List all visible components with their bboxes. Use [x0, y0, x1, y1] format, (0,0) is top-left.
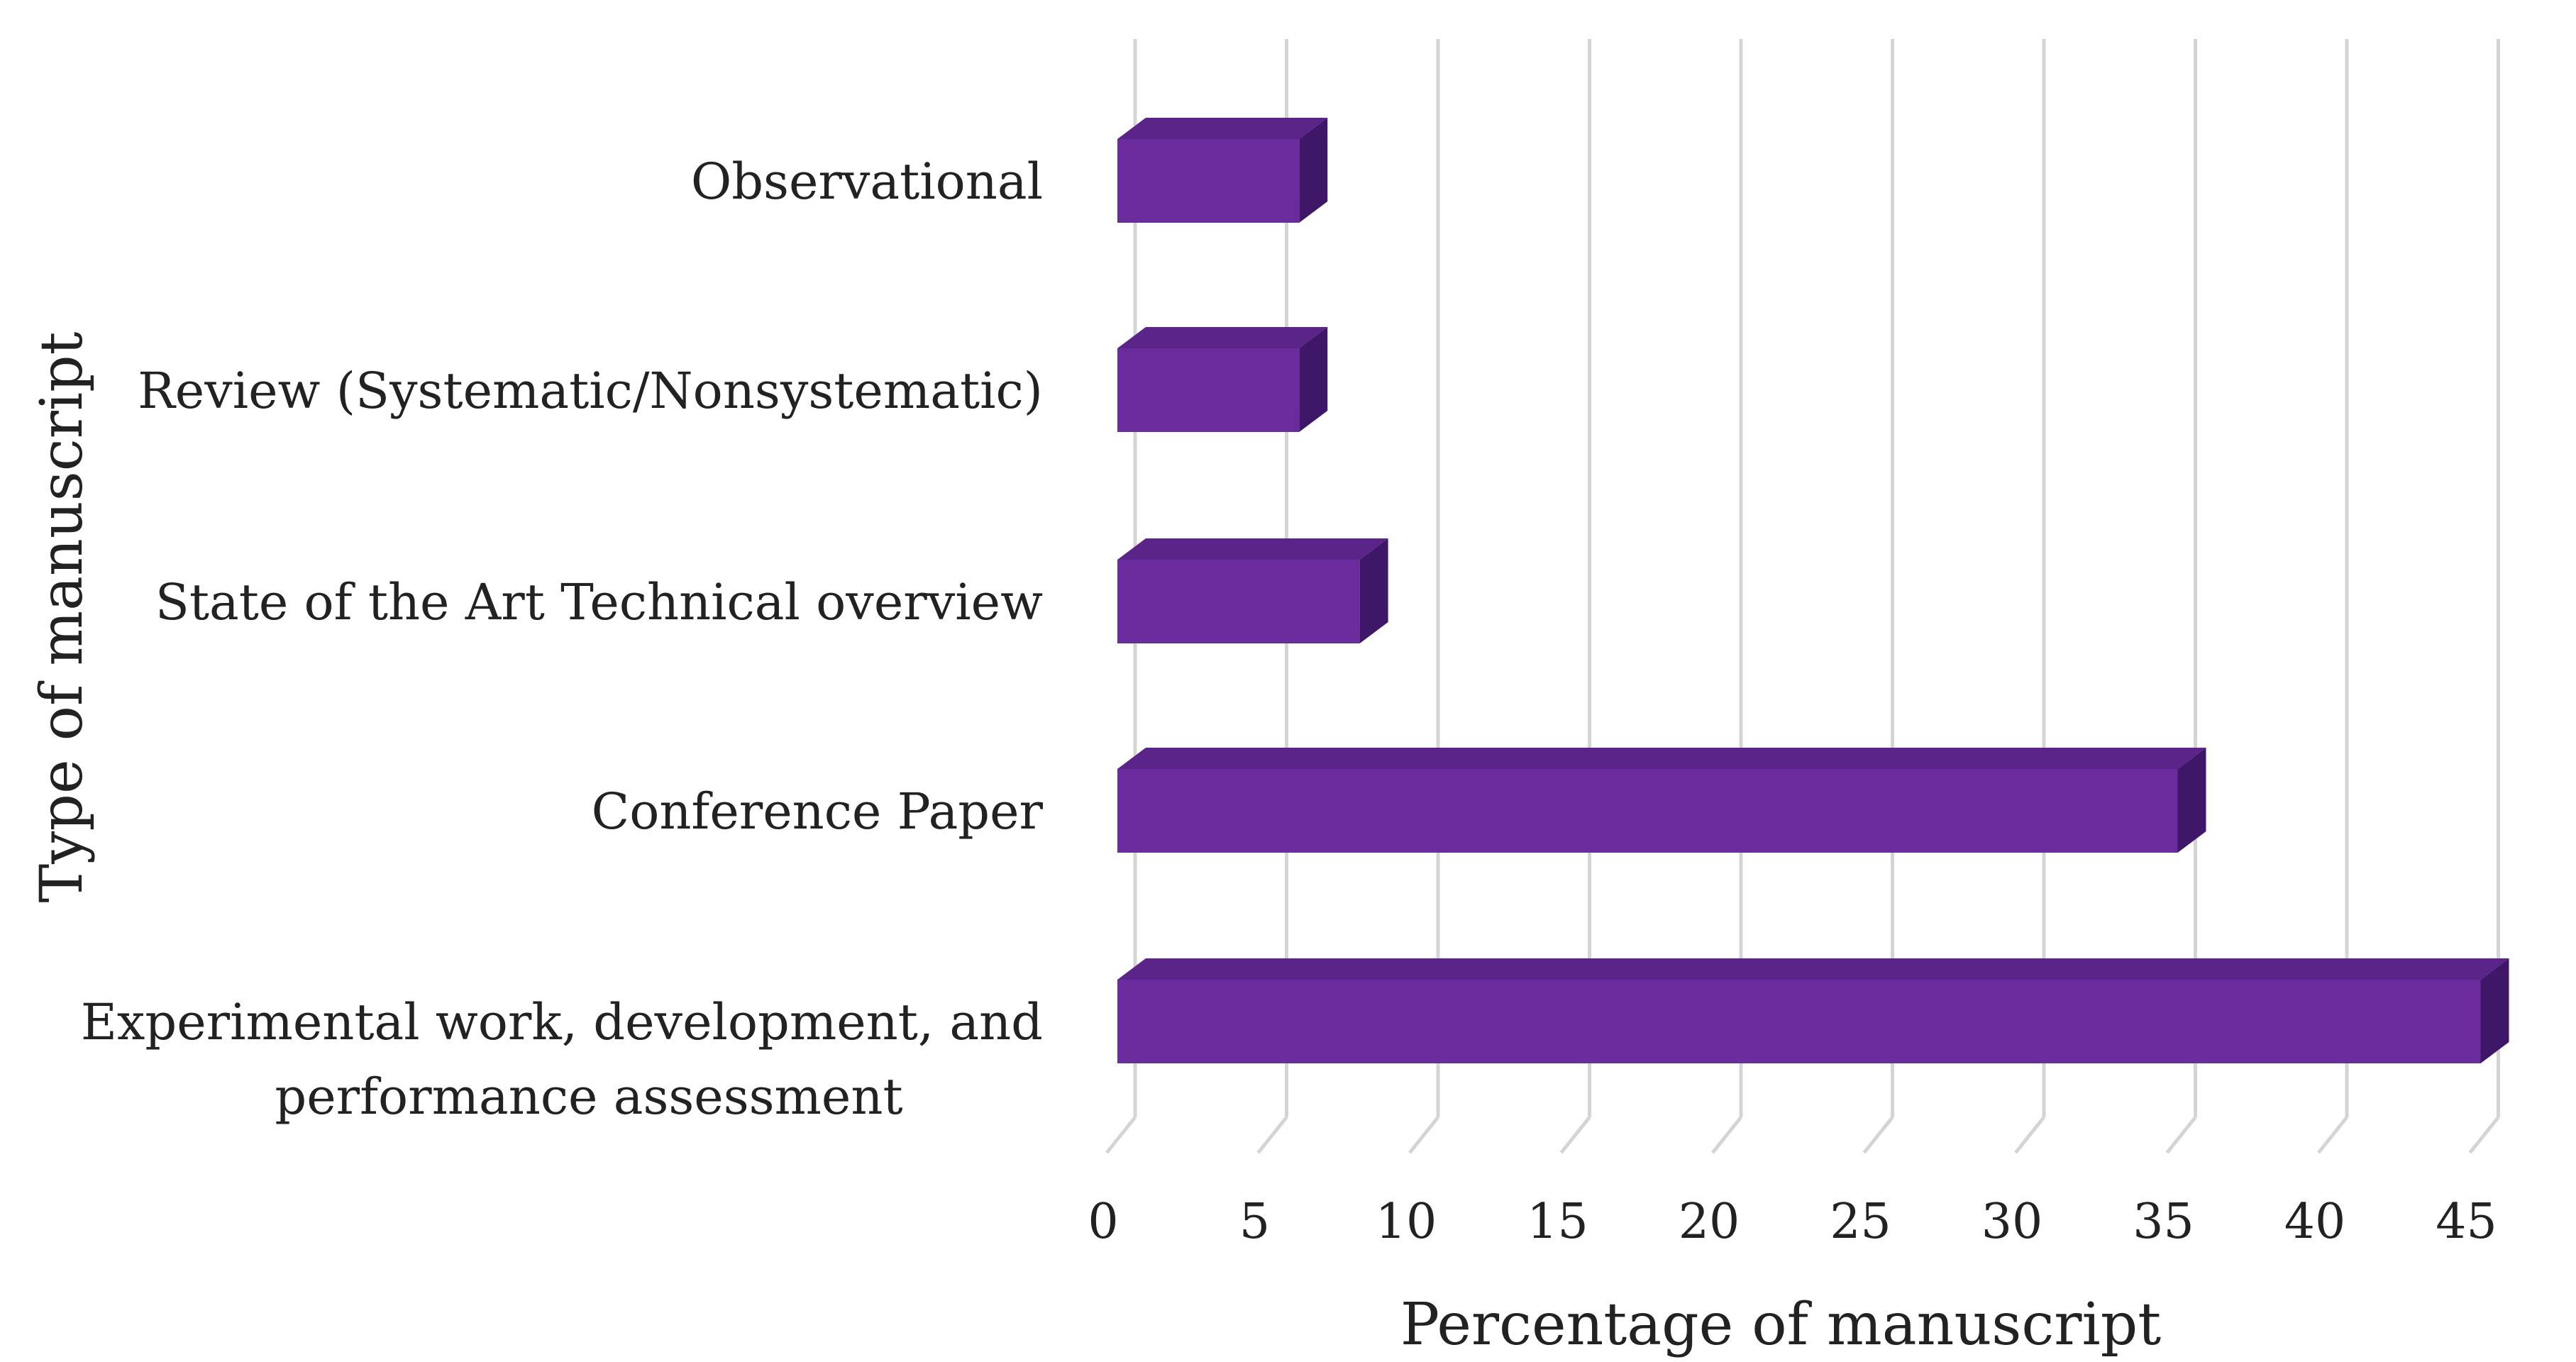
- gridline-floor: [1862, 1116, 1894, 1154]
- bar-top-face: [1117, 748, 2206, 769]
- bar-side-face: [1299, 327, 1328, 432]
- x-tick-label: 30: [1981, 1194, 2043, 1250]
- bar: [1117, 538, 1388, 643]
- bar-front-face: [1117, 560, 1360, 643]
- x-tick-label: 5: [1239, 1194, 1270, 1250]
- gridline-floor: [2468, 1116, 2500, 1154]
- x-tick-label: 20: [1679, 1194, 1740, 1250]
- bar-top-face: [1117, 538, 1388, 560]
- gridline-floor: [1408, 1116, 1439, 1154]
- category-label: Review (Systematic/Nonsystematic): [138, 362, 1043, 420]
- bar-front-face: [1117, 980, 2481, 1063]
- gridline-floor: [2165, 1116, 2197, 1154]
- category-labels: Observational Review (Systematic/Nonsyste…: [81, 153, 1044, 1126]
- bar-side-face: [2480, 958, 2509, 1063]
- x-tick-label: 25: [1830, 1194, 1891, 1250]
- gridline-floor: [2014, 1116, 2045, 1154]
- gridline-floor: [1256, 1116, 1288, 1154]
- bar: [1117, 958, 2509, 1063]
- bar-front-face: [1117, 769, 2178, 853]
- bar-side-face: [1359, 538, 1388, 643]
- bar-side-face: [2177, 748, 2206, 853]
- bar-front-face: [1117, 139, 1300, 223]
- bar-top-face: [1117, 958, 2509, 980]
- y-axis-label: Type of manuscript: [28, 331, 96, 902]
- category-label: Experimental work, development, and: [81, 993, 1043, 1051]
- x-tick-label: 15: [1527, 1194, 1588, 1250]
- bar-top-face: [1117, 118, 1328, 139]
- gridlines: [1105, 39, 2500, 1154]
- gridline-floor: [1711, 1116, 1742, 1154]
- x-tick-label: 10: [1376, 1194, 1437, 1250]
- bar: [1117, 118, 1328, 223]
- category-label: performance assessment: [275, 1068, 902, 1126]
- category-label: Conference Paper: [592, 782, 1044, 841]
- category-label: State of the Art Technical overview: [155, 573, 1043, 631]
- x-tick-label: 0: [1088, 1194, 1118, 1250]
- bar-top-face: [1117, 327, 1328, 348]
- x-tick-labels: 0 5 10 15 20 25 30 35 40 45: [1088, 1194, 2497, 1250]
- bar-front-face: [1117, 348, 1300, 432]
- bars: [1117, 118, 2509, 1063]
- category-label: Observational: [691, 153, 1043, 211]
- gridline-floor: [1105, 1116, 1137, 1154]
- x-tick-label: 40: [2284, 1194, 2346, 1250]
- bar-side-face: [1299, 118, 1328, 223]
- bar: [1117, 748, 2206, 853]
- gridline-floor: [1559, 1116, 1591, 1154]
- bar: [1117, 327, 1328, 432]
- x-tick-label: 35: [2133, 1194, 2194, 1250]
- x-axis-label: Percentage of manuscript: [1400, 1291, 2161, 1358]
- gridline-floor: [2317, 1116, 2348, 1154]
- x-tick-label: 45: [2436, 1194, 2497, 1250]
